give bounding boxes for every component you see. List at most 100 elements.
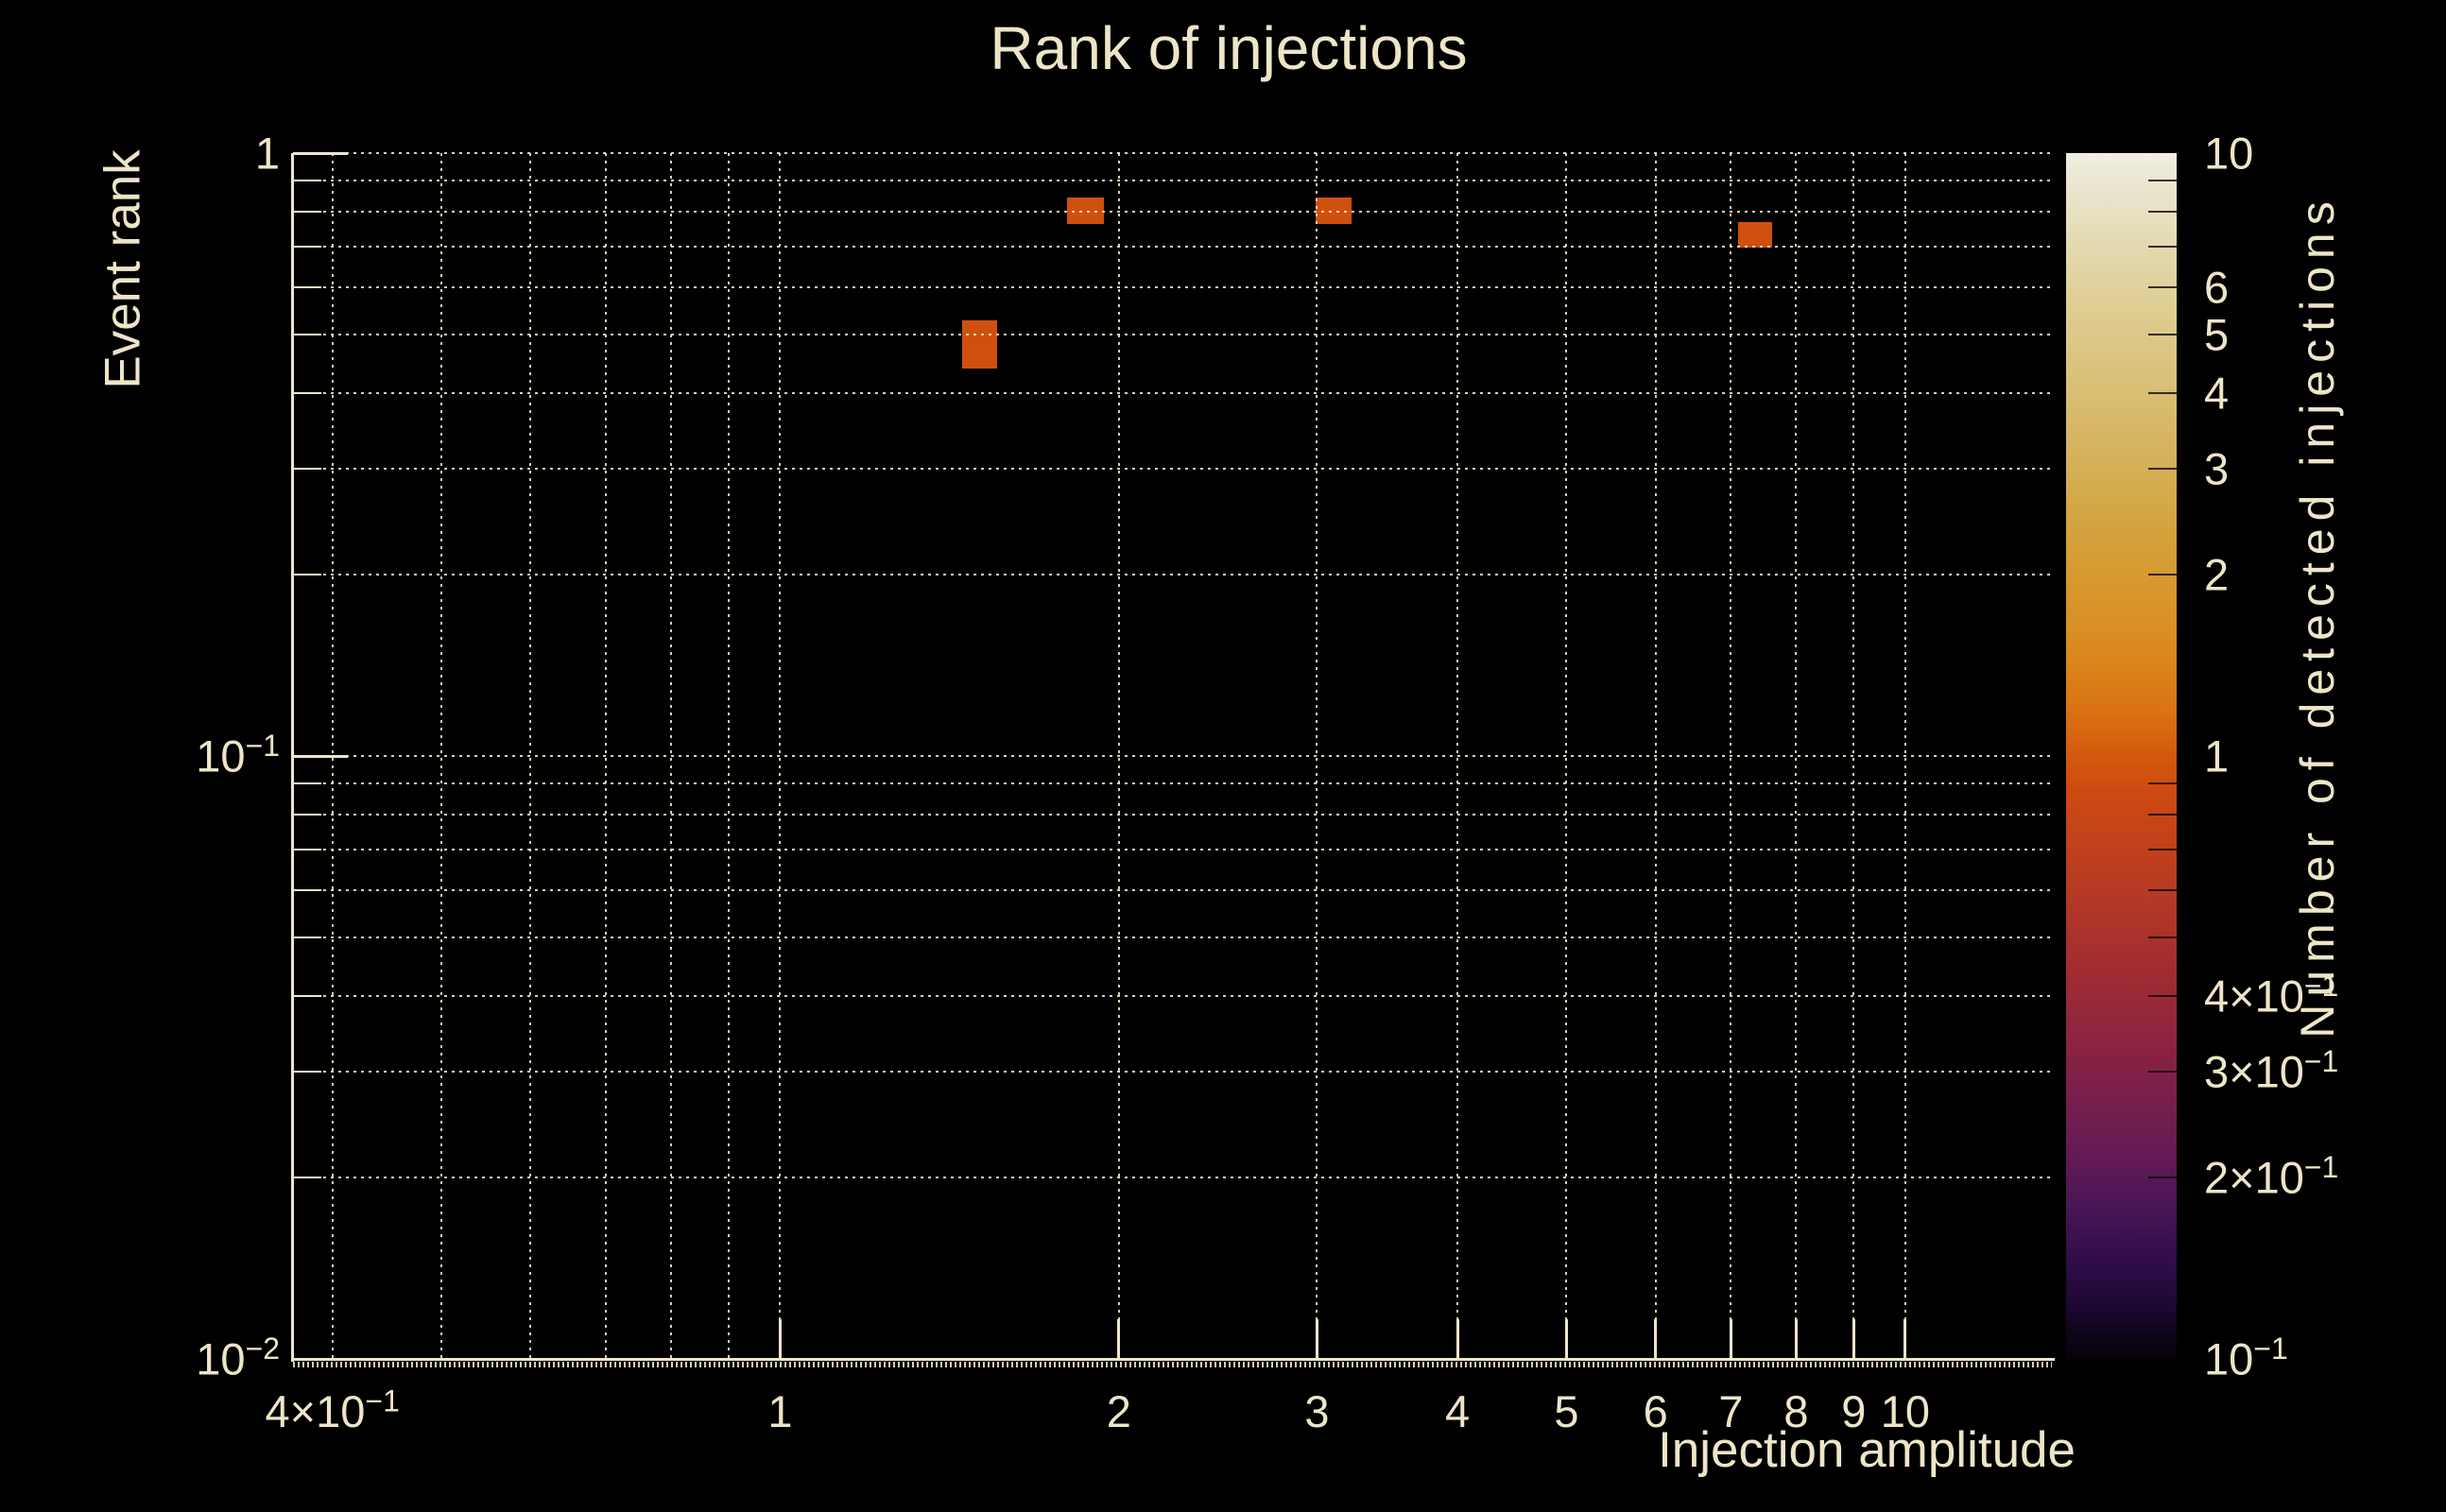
x-axis-line (291, 1358, 2055, 1361)
heatmap-cell (961, 319, 998, 369)
y-tick-label: 10−1 (196, 728, 280, 782)
colorbar-tick (2148, 1176, 2177, 1178)
x-gridline (1117, 153, 1120, 1359)
x-major-tick (778, 1319, 782, 1359)
y-gridline (293, 936, 2052, 939)
x-major-tick (1456, 1319, 1459, 1359)
colorbar-tick (2148, 994, 2177, 997)
x-major-tick (1794, 1319, 1798, 1359)
y-minor-tick (293, 936, 321, 939)
colorbar-tick (2148, 848, 2177, 850)
colorbar-tick (2148, 813, 2177, 816)
colorbar-tick-label: 2×10−1 (2204, 1149, 2339, 1203)
y-minor-tick (293, 994, 321, 997)
x-gridline (1730, 153, 1732, 1359)
y-axis-title: Event rank (95, 149, 151, 389)
y-minor-tick (293, 210, 321, 213)
x-gridline (727, 153, 730, 1359)
x-gridline (1795, 153, 1798, 1359)
y-gridline (293, 391, 2052, 394)
y-gridline (293, 994, 2052, 997)
y-gridline (293, 152, 2052, 154)
x-gridline (440, 153, 443, 1359)
y-tick-label: 1 (254, 128, 280, 179)
x-gridline (1852, 153, 1855, 1359)
colorbar-title: Number of detected injections (2291, 194, 2344, 1039)
heatmap-cell (1737, 222, 1773, 248)
y-gridline (293, 1070, 2052, 1073)
y-tick-label: 10−2 (196, 1331, 280, 1384)
y-minor-tick (293, 813, 321, 816)
x-major-tick (1117, 1319, 1121, 1359)
x-axis-title: Injection amplitude (1658, 1422, 2076, 1478)
y-minor-tick (293, 888, 321, 891)
y-gridline (293, 334, 2052, 336)
colorbar-tick (2148, 334, 2177, 336)
y-minor-tick (293, 467, 321, 470)
x-axis-minor-tick-comb (293, 1362, 2052, 1367)
colorbar-tick (2148, 285, 2177, 288)
x-tick-label: 2 (1106, 1386, 1131, 1436)
y-gridline (293, 755, 2052, 757)
x-major-tick (1903, 1319, 1907, 1359)
y-minor-tick (293, 573, 321, 576)
y-minor-tick (293, 245, 321, 248)
x-gridline (1565, 153, 1568, 1359)
colorbar-tick (2148, 245, 2177, 248)
colorbar-tick (2148, 936, 2177, 939)
y-gridline (293, 285, 2052, 288)
y-gridline (293, 467, 2052, 470)
colorbar (2066, 153, 2177, 1359)
x-major-tick (1315, 1319, 1318, 1359)
y-major-tick (293, 754, 348, 758)
colorbar-tick-label: 2 (2204, 549, 2230, 600)
x-major-tick (1729, 1319, 1732, 1359)
colorbar-tick (2148, 888, 2177, 891)
colorbar-tick-label: 10−1 (2204, 1331, 2288, 1384)
x-gridline (605, 153, 608, 1359)
colorbar-tick-label: 10 (2204, 128, 2254, 179)
x-gridline (1654, 153, 1657, 1359)
chart-title: Rank of injections (990, 14, 1468, 82)
y-major-tick (293, 151, 348, 155)
colorbar-tick-label: 3 (2204, 443, 2230, 494)
x-gridline (1903, 153, 1906, 1359)
x-gridline (1316, 153, 1318, 1359)
colorbar-tick (2148, 782, 2177, 785)
colorbar-tick-label: 1 (2204, 730, 2230, 782)
colorbar-tick-label: 5 (2204, 309, 2230, 360)
colorbar-tick (2148, 391, 2177, 394)
colorbar-tick (2148, 180, 2177, 182)
y-gridline (293, 245, 2052, 248)
x-tick-label: 6 (1643, 1386, 1668, 1436)
x-major-tick (1654, 1319, 1658, 1359)
colorbar-tick-label: 3×10−1 (2204, 1043, 2339, 1097)
y-minor-tick (293, 1070, 321, 1073)
x-tick-label: 5 (1554, 1386, 1579, 1436)
x-major-tick (1852, 1319, 1855, 1359)
y-gridline (293, 180, 2052, 182)
x-gridline (670, 153, 673, 1359)
x-tick-label: 7 (1718, 1386, 1744, 1436)
y-minor-tick (293, 848, 321, 850)
x-tick-label: 9 (1841, 1386, 1867, 1436)
x-tick-label: 8 (1783, 1386, 1809, 1436)
y-gridline (293, 848, 2052, 850)
colorbar-tick-label: 4 (2204, 368, 2230, 419)
y-minor-tick (293, 334, 321, 336)
y-gridline (293, 1176, 2052, 1178)
y-gridline (293, 782, 2052, 785)
x-gridline (1456, 153, 1459, 1359)
y-gridline (293, 210, 2052, 213)
colorbar-tick-label: 4×10−1 (2204, 968, 2339, 1022)
x-tick-label: 4×10−1 (265, 1383, 400, 1436)
colorbar-tick-label: 6 (2204, 262, 2230, 313)
x-gridline (779, 153, 782, 1359)
colorbar-tick (2148, 210, 2177, 213)
x-gridline (529, 153, 532, 1359)
colorbar-tick (2148, 1070, 2177, 1073)
y-minor-tick (293, 782, 321, 785)
y-minor-tick (293, 285, 321, 288)
y-gridline (293, 813, 2052, 816)
